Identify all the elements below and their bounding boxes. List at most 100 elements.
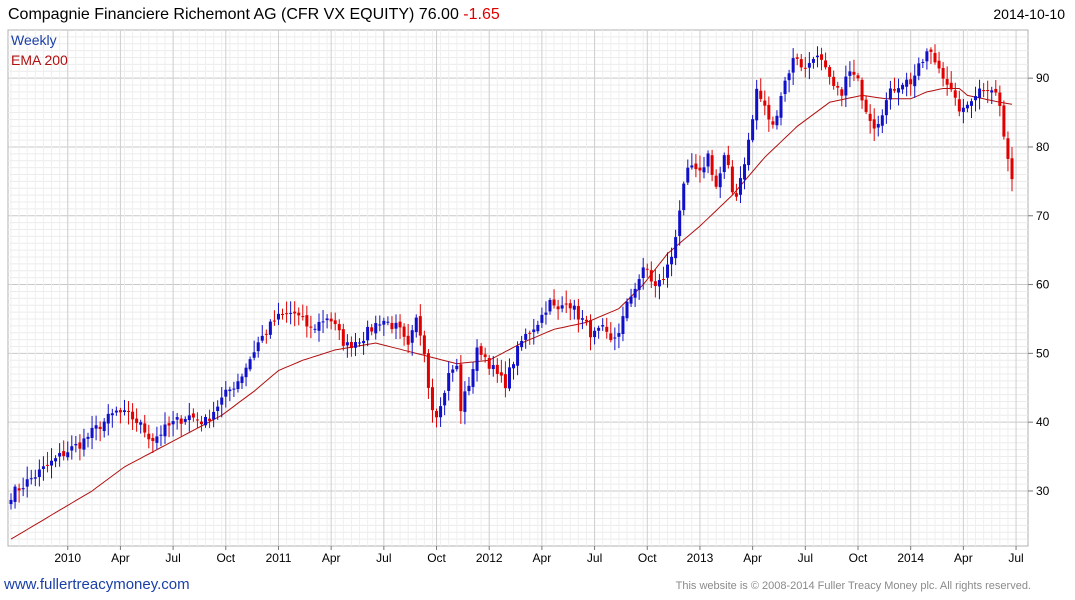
candle-body [479,346,483,355]
candle-body [937,60,941,69]
candle-body [702,167,706,173]
candle-body [386,321,390,323]
candle-body [459,364,463,412]
candle-body [317,321,321,331]
x-tick-label: Oct [638,551,657,565]
candle-body [799,59,803,68]
candle-body [1010,158,1014,180]
candle-body [641,267,645,279]
candle-body [398,321,402,328]
candle-body [694,163,698,170]
candle-body [187,415,191,420]
x-tick-label: Jul [1008,551,1023,565]
title-text: Compagnie Financiere Richemont AG (CFR V… [8,6,459,23]
candle-body [179,418,183,424]
candle-body [224,389,228,397]
candle-body [78,442,82,449]
chart-date: 2014-10-10 [993,6,1065,22]
candle-body [106,413,110,424]
candle-body [795,57,799,59]
candle-body [657,280,661,287]
ema-200-series [10,88,1013,540]
candle-body [815,55,819,58]
x-tick-label: Jul [798,551,813,565]
legend-weekly: Weekly [11,32,57,48]
candle-body [986,90,990,92]
candle-body [629,296,633,304]
candle-body [714,175,718,187]
candle-body [439,406,443,418]
candle-body [37,469,41,478]
candle-body [617,333,621,337]
candle-body [949,82,953,90]
x-tick-label: Apr [322,551,341,565]
candle-body [13,486,17,502]
candle-body [62,451,66,457]
candle-body [848,71,852,76]
candle-body [791,58,795,73]
candle-body [163,424,167,437]
candle-body [122,410,126,413]
candle-body [143,423,147,433]
candle-body [232,388,236,390]
chart-title: Compagnie Financiere Richemont AG (CFR V… [8,6,500,24]
candle-body [613,337,617,339]
candle-body [471,369,475,387]
candle-body [41,466,45,469]
candle-body [366,326,370,341]
candle-body [524,333,528,340]
candle-body [929,49,933,52]
candle-body [382,320,386,325]
candle-body [293,311,297,314]
candle-body [70,446,74,451]
candle-body [678,210,682,236]
candle-body [560,305,564,309]
candle-body [86,436,90,439]
candle-body [544,312,548,315]
candle-body [572,305,576,310]
candle-body [609,333,613,341]
candle-body [653,281,657,287]
x-tick-label: 2011 [266,551,292,565]
horizontal-grid [8,36,1028,540]
x-tick-label: Oct [849,551,868,565]
candle-body [969,101,973,106]
candle-body [751,119,755,141]
candle-body [212,411,216,420]
candle-body [467,385,471,392]
candle-body [159,434,163,436]
candle-body [880,115,884,126]
candle-body [167,423,171,426]
site-link[interactable]: www.fullertreacymoney.com [4,576,190,593]
candle-body [637,279,641,290]
candle-body [674,237,678,259]
candle-body [666,264,670,278]
candle-body [945,79,949,85]
candle-body [353,342,357,348]
y-axis-ticks: 30 40 50 60 70 80 90 [1028,71,1050,498]
vertical-grid [10,30,1017,546]
candle-body [358,342,362,344]
candle-body [536,324,540,332]
candle-body [872,119,876,129]
candle-body [337,324,341,331]
candle-body [463,391,467,412]
candle-body [888,88,892,100]
candle-body [418,316,422,336]
candle-body [811,59,815,63]
candle-body [199,421,203,425]
candle-body [661,279,665,281]
candle-body [532,329,536,333]
candle-body [876,123,880,128]
candle-body [175,417,179,420]
candle-body [345,342,349,346]
candle-body [455,365,459,370]
x-tick-label: Apr [533,551,552,565]
candle-body [734,193,738,197]
candle-body [430,387,434,411]
candle-body [487,357,491,369]
candle-body [216,406,220,412]
candle-body [333,320,337,325]
candle-body [9,499,13,505]
candle-body [435,410,439,418]
